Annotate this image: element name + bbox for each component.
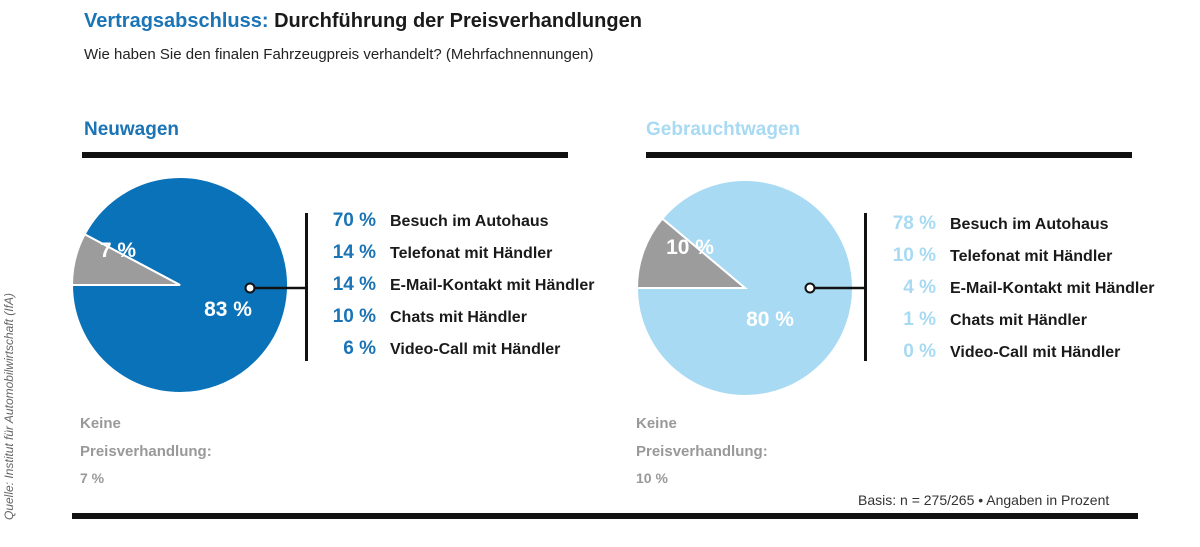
breakdown-label: E-Mail-Kontakt mit Händler bbox=[950, 280, 1155, 297]
no-negotiation-line1: Keine bbox=[636, 415, 677, 432]
panel-heading-neuwagen: Neuwagen bbox=[84, 119, 180, 140]
breakdown-pct: 4 % bbox=[903, 277, 936, 298]
breakdown-pct: 0 % bbox=[903, 341, 936, 362]
pie-slice-small bbox=[635, 217, 748, 289]
no-negotiation-value: 10 % bbox=[636, 470, 668, 486]
bracket-line-neuwagen bbox=[305, 213, 308, 361]
pie-slice-small bbox=[70, 232, 181, 286]
breakdown-label: Video-Call mit Händler bbox=[950, 344, 1121, 361]
pie-label-main: 83 % bbox=[204, 298, 252, 321]
no-negotiation-line2: Preisverhandlung: bbox=[636, 443, 768, 460]
breakdown-label: Telefonat mit Händler bbox=[950, 248, 1113, 265]
no-negotiation-neuwagen: Keine Preisverhandlung: 7 % bbox=[80, 410, 212, 486]
breakdown-label: Besuch im Autohaus bbox=[390, 213, 549, 230]
breakdown-pct: 1 % bbox=[903, 309, 936, 330]
bottom-rule bbox=[72, 513, 1138, 519]
breakdown-label: Video-Call mit Händler bbox=[390, 341, 561, 358]
bracket-line-gebrauchtwagen bbox=[864, 213, 867, 361]
breakdown-label: Telefonat mit Händler bbox=[390, 245, 553, 262]
breakdown-label: Chats mit Händler bbox=[950, 312, 1087, 329]
connector-dot bbox=[804, 282, 816, 294]
breakdown-label: Chats mit Händler bbox=[390, 309, 527, 326]
breakdown-label: Besuch im Autohaus bbox=[950, 216, 1109, 233]
page-subtitle: Wie haben Sie den finalen Fahrzeugpreis … bbox=[84, 46, 594, 63]
pie-group-neuwagen: 83 % 7 % bbox=[70, 176, 308, 394]
breakdown-pct: 6 % bbox=[343, 338, 376, 359]
pie-chart-neuwagen: 83 % 7 % bbox=[70, 176, 308, 394]
title-prefix: Vertragsabschluss: bbox=[84, 10, 269, 32]
pie-label-small: 10 % bbox=[666, 236, 714, 259]
breakdown-pct: 78 % bbox=[892, 213, 936, 234]
breakdown-pct: 70 % bbox=[332, 210, 376, 231]
page-title: Vertragsabschluss: Durchführung der Prei… bbox=[84, 10, 642, 33]
breakdown-pct: 10 % bbox=[892, 245, 936, 266]
pie-label-small: 7 % bbox=[100, 239, 137, 262]
no-negotiation-gebrauchtwagen: Keine Preisverhandlung: 10 % bbox=[636, 410, 768, 486]
pie-label-main: 80 % bbox=[746, 308, 794, 331]
breakdown-pct: 10 % bbox=[332, 306, 376, 327]
pie-group-gebrauchtwagen: 80 % 10 % bbox=[635, 179, 866, 397]
panel-rule-neuwagen bbox=[82, 152, 568, 158]
pie-slice-main bbox=[635, 179, 854, 397]
no-negotiation-line1: Keine bbox=[80, 415, 121, 432]
no-negotiation-line2: Preisverhandlung: bbox=[80, 443, 212, 460]
basis-note: Basis: n = 275/265 • Angaben in Prozent bbox=[858, 492, 1110, 508]
title-rest: Durchführung der Preisverhandlungen bbox=[268, 10, 642, 32]
breakdown-pct: 14 % bbox=[332, 242, 376, 263]
panel-rule-gebrauchtwagen bbox=[646, 152, 1132, 158]
pie-chart-gebrauchtwagen: 80 % 10 % bbox=[635, 179, 866, 397]
connector-dot bbox=[244, 282, 256, 294]
breakdown-label: E-Mail-Kontakt mit Händler bbox=[390, 277, 595, 294]
no-negotiation-value: 7 % bbox=[80, 470, 105, 486]
breakdown-pct: 14 % bbox=[332, 274, 376, 295]
panel-heading-gebrauchtwagen: Gebrauchtwagen bbox=[646, 119, 801, 140]
